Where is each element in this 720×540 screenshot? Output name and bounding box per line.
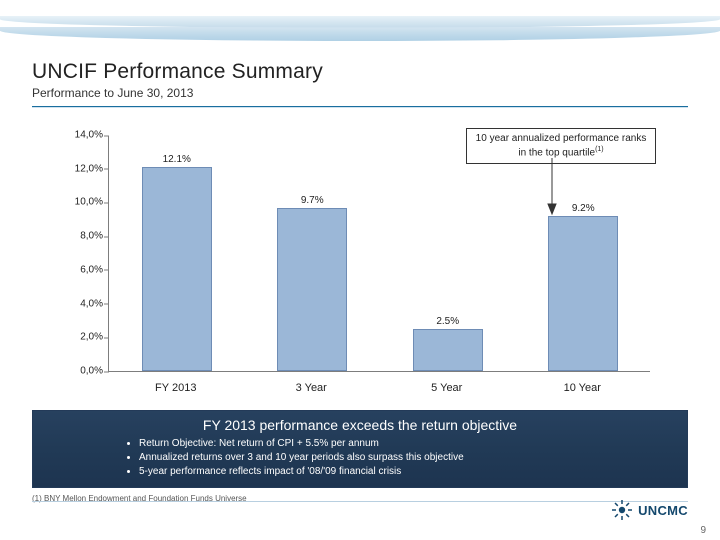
banner-bullet-list: Return Objective: Net return of CPI + 5.… — [43, 437, 677, 479]
bar-value-label: 9.7% — [278, 195, 346, 206]
banner-title: FY 2013 performance exceeds the return o… — [43, 417, 677, 433]
callout-line1: 10 year annualized performance ranks — [476, 133, 647, 144]
bar: 2.5% — [413, 329, 483, 371]
bar: 9.2% — [548, 216, 618, 371]
summary-banner: FY 2013 performance exceeds the return o… — [32, 410, 688, 488]
x-category-label: FY 2013 — [121, 382, 231, 394]
x-category-label: 3 Year — [256, 382, 366, 394]
bar-value-label: 2.5% — [414, 316, 482, 327]
y-tick-label: 14,0% — [61, 130, 103, 141]
title-underline — [32, 106, 688, 108]
title-block: UNCIF Performance Summary Performance to… — [32, 60, 688, 108]
page-number: 9 — [700, 525, 706, 536]
bar: 12.1% — [142, 167, 212, 371]
callout-arrow-icon — [532, 158, 572, 218]
callout-super: (1) — [595, 146, 604, 153]
bar: 9.7% — [277, 208, 347, 372]
y-tick-label: 6,0% — [61, 264, 103, 275]
banner-bullet: Annualized returns over 3 and 10 year pe… — [139, 451, 677, 465]
callout-line2: in the top quartile — [518, 147, 595, 158]
y-tick-label: 4,0% — [61, 298, 103, 309]
performance-bar-chart: 0,0% 2,0% 4,0% 6,0% 8,0% 10,0% 12,0% 14,0% 12.1%… — [60, 132, 650, 394]
footer-rule — [32, 501, 688, 502]
page-title: UNCIF Performance Summary — [32, 60, 688, 84]
banner-bullet: Return Objective: Net return of CPI + 5.… — [139, 437, 677, 451]
logo-text: UNCMC — [638, 503, 688, 518]
x-category-label: 5 Year — [392, 382, 502, 394]
y-tick-label: 0,0% — [61, 366, 103, 377]
sun-icon — [612, 500, 632, 520]
bar-value-label: 12.1% — [143, 154, 211, 165]
y-tick-label: 2,0% — [61, 332, 103, 343]
brand-logo: UNCMC — [612, 500, 688, 520]
banner-bullet: 5-year performance reflects impact of '0… — [139, 465, 677, 479]
y-tick-label: 10,0% — [61, 197, 103, 208]
y-tick-label: 8,0% — [61, 231, 103, 242]
y-tick-label: 12,0% — [61, 163, 103, 174]
header-swoosh — [0, 16, 720, 50]
x-category-label: 10 Year — [527, 382, 637, 394]
page-subtitle: Performance to June 30, 2013 — [32, 86, 688, 100]
